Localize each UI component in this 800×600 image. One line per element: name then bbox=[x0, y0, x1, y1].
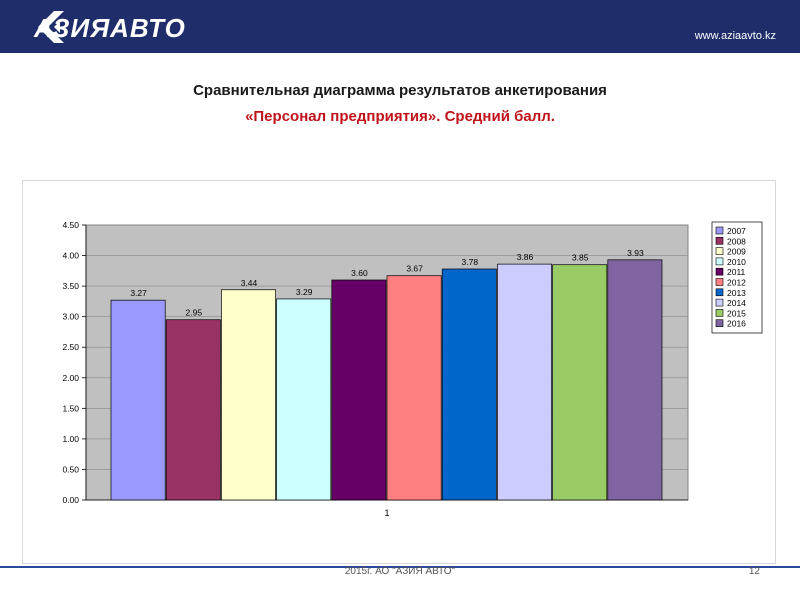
legend-label: 2008 bbox=[727, 236, 746, 246]
bar-2009 bbox=[221, 289, 276, 501]
bar-2013 bbox=[441, 268, 497, 501]
y-tick-label: 4.00 bbox=[62, 251, 79, 261]
legend-swatch-2015 bbox=[715, 309, 724, 317]
bar-value-label: 3.27 bbox=[130, 288, 147, 298]
page-title: Сравнительная диаграмма результатов анке… bbox=[193, 82, 607, 99]
legend-label: 2009 bbox=[727, 247, 746, 257]
bar-value-label: 3.86 bbox=[517, 252, 534, 262]
legend-label: 2014 bbox=[727, 298, 746, 308]
legend-label: 2011 bbox=[727, 267, 746, 277]
bar-2015 bbox=[552, 264, 608, 501]
legend-swatch-2009 bbox=[715, 247, 724, 255]
page-subtitle: «Персонал предприятия». Средний балл. bbox=[245, 108, 555, 125]
bar-value-label: 3.60 bbox=[351, 268, 368, 278]
footer-copyright: 2015г. АО "АЗИЯ АВТО" bbox=[344, 566, 456, 577]
brand-logo-icon bbox=[38, 11, 64, 43]
bar-2010 bbox=[276, 298, 332, 501]
footer-divider bbox=[0, 566, 800, 568]
bar-value-label: 2.95 bbox=[186, 308, 203, 318]
bar-2014 bbox=[497, 263, 552, 501]
legend-swatch-2010 bbox=[715, 257, 724, 266]
y-tick-label: 1.50 bbox=[62, 403, 79, 413]
y-tick-label: 0.50 bbox=[62, 464, 79, 474]
bar-2011 bbox=[331, 279, 387, 501]
legend-swatch-2007 bbox=[715, 226, 724, 235]
bar-2016 bbox=[607, 259, 663, 501]
legend-label: 2007 bbox=[727, 226, 746, 236]
y-tick-label: 2.00 bbox=[62, 373, 79, 383]
y-tick-label: 2.50 bbox=[62, 342, 79, 352]
bar-value-label: 3.93 bbox=[627, 248, 644, 258]
y-tick-label: 3.50 bbox=[62, 281, 79, 291]
legend-swatch-2008 bbox=[715, 236, 724, 245]
bar-value-label: 3.29 bbox=[296, 287, 313, 297]
bar-2007 bbox=[110, 299, 166, 501]
legend-swatch-2011 bbox=[715, 267, 724, 276]
bar-value-label: 3.78 bbox=[462, 257, 479, 267]
bar-value-label: 3.44 bbox=[241, 278, 258, 288]
legend-label: 2015 bbox=[727, 308, 746, 318]
page-number: 12 bbox=[748, 566, 760, 577]
x-tick-label: 1 bbox=[384, 508, 389, 518]
site-url[interactable]: www.aziaavto.kz bbox=[694, 30, 776, 42]
bar-2012 bbox=[386, 275, 442, 501]
legend-swatch-2016 bbox=[715, 319, 724, 327]
bar-value-label: 3.67 bbox=[406, 264, 423, 274]
bar-chart: 0.00 0.50 1.00 1.50 2.00 2.50 3.00 3.50 4.00 4.50… bbox=[62, 220, 763, 518]
legend-label: 2010 bbox=[727, 257, 746, 267]
legend-swatch-2014 bbox=[715, 298, 724, 307]
brand-name: АЗИЯАВТО bbox=[34, 13, 186, 43]
y-tick-label: 3.00 bbox=[62, 312, 79, 322]
legend-swatch-2013 bbox=[715, 288, 724, 297]
y-tick-label: 4.50 bbox=[62, 220, 79, 230]
legend-label: 2013 bbox=[727, 288, 746, 298]
legend-label: 2012 bbox=[727, 278, 746, 288]
y-tick-label: 0.00 bbox=[62, 495, 79, 505]
bar-2008 bbox=[165, 319, 221, 501]
y-tick-label: 1.00 bbox=[62, 434, 79, 444]
header-bar: АЗИЯАВТО www.aziaavto.kz bbox=[0, 0, 800, 53]
legend-swatch-2012 bbox=[715, 278, 724, 286]
legend-label: 2016 bbox=[727, 319, 746, 329]
bar-value-label: 3.85 bbox=[572, 253, 589, 263]
